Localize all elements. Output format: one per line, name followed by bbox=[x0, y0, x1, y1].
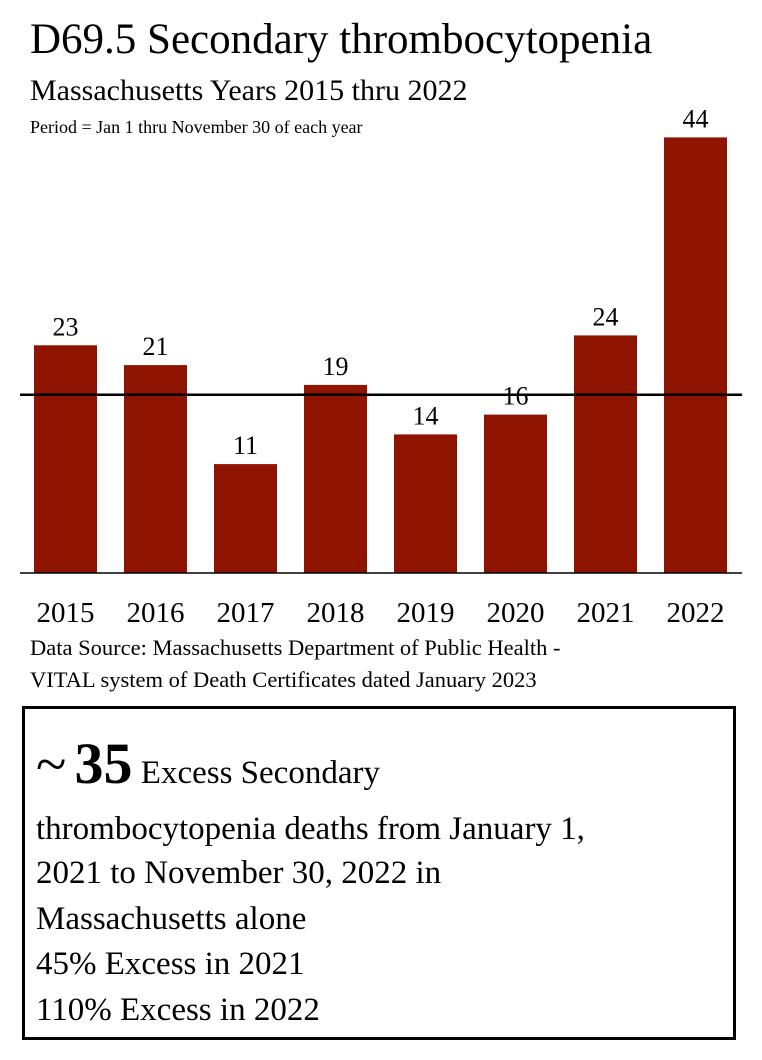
callout-line-2: thrombocytopenia deaths from January 1, bbox=[36, 811, 585, 847]
data-label-2017: 11 bbox=[233, 431, 258, 460]
x-tick-label-2016: 2016 bbox=[127, 597, 185, 629]
bar-chart: 23 2015 21 2016 11 2017 19 2018 14 2019 16 2020 24 20… bbox=[20, 104, 742, 629]
bar-2016 bbox=[124, 365, 187, 573]
data-label-2015: 23 bbox=[53, 312, 79, 341]
data-label-2021: 24 bbox=[593, 302, 619, 331]
x-tick-label-2015: 2015 bbox=[37, 597, 95, 629]
callout-line-6: 110% Excess in 2022 bbox=[36, 992, 320, 1028]
period-note: Period = Jan 1 thru November 30 of each … bbox=[30, 117, 363, 137]
data-label-2022: 44 bbox=[683, 104, 709, 133]
callout-big-number: 35 bbox=[74, 731, 133, 796]
callout-line-1: ~ 35 Excess Secondary bbox=[36, 729, 380, 808]
callout-line-5: 45% Excess in 2021 bbox=[36, 946, 305, 982]
chart-subtitle: Massachusetts Years 2015 thru 2022 bbox=[30, 74, 468, 107]
callout-line-1-text: Excess Secondary bbox=[140, 755, 380, 791]
data-source-line-2: VITAL system of Death Certificates dated… bbox=[30, 667, 537, 692]
excess-deaths-callout: ~ 35 Excess Secondary thrombocytopenia d… bbox=[22, 706, 736, 1040]
bar-2015 bbox=[34, 345, 97, 573]
bar-2019 bbox=[394, 434, 457, 573]
x-tick-label-2022: 2022 bbox=[667, 597, 725, 629]
callout-tilde: ~ bbox=[36, 734, 67, 796]
bar-2017 bbox=[214, 464, 277, 573]
x-tick-label-2019: 2019 bbox=[397, 597, 455, 629]
callout-line-4: Massachusetts alone bbox=[36, 901, 307, 937]
bar-2021 bbox=[574, 335, 637, 573]
x-tick-label-2021: 2021 bbox=[577, 597, 635, 629]
data-source-line-1: Data Source: Massachusetts Department of… bbox=[30, 635, 561, 660]
x-tick-label-2017: 2017 bbox=[217, 597, 275, 629]
bar-2022 bbox=[664, 137, 727, 573]
data-label-2019: 14 bbox=[413, 401, 439, 430]
data-label-2020: 16 bbox=[503, 382, 529, 411]
bar-2018 bbox=[304, 384, 367, 573]
chart-title: D69.5 Secondary thrombocytopenia bbox=[30, 16, 653, 63]
data-label-2018: 19 bbox=[323, 352, 349, 381]
x-tick-label-2020: 2020 bbox=[487, 597, 545, 629]
bar-2020 bbox=[484, 414, 547, 573]
data-label-2016: 21 bbox=[143, 332, 169, 361]
data-source: Data Source: Massachusetts Department of… bbox=[30, 632, 560, 696]
x-tick-label-2018: 2018 bbox=[307, 597, 365, 629]
callout-line-3: 2021 to November 30, 2022 in bbox=[36, 855, 442, 891]
